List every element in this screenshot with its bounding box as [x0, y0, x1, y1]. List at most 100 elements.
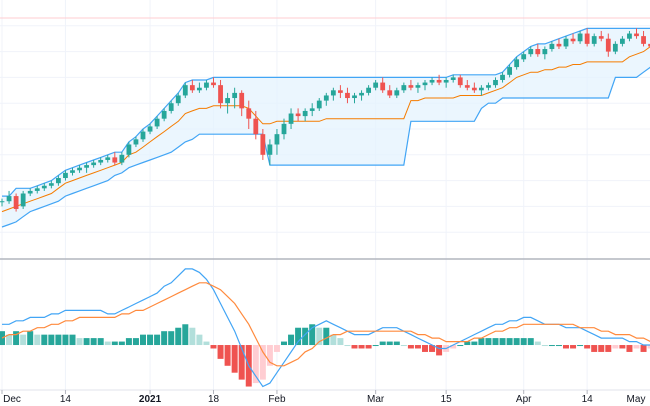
- x-tick-label: Apr: [516, 394, 532, 405]
- candle-body: [514, 59, 520, 68]
- histogram-bar: [224, 345, 231, 366]
- candle-body: [119, 154, 125, 163]
- x-tick-label: Feb: [268, 394, 286, 405]
- candle-body: [443, 79, 449, 83]
- histogram-bar: [104, 341, 111, 346]
- candle-body: [323, 95, 329, 101]
- histogram-bar: [513, 338, 520, 346]
- histogram-bar: [344, 345, 351, 347]
- candle-body: [182, 85, 188, 96]
- candle-body: [302, 110, 308, 117]
- candle-body: [591, 36, 597, 44]
- histogram-bar: [570, 345, 577, 349]
- candle-body: [91, 162, 97, 166]
- candle-body: [70, 170, 75, 173]
- candle-body: [634, 33, 639, 37]
- histogram-bar: [140, 334, 146, 346]
- candle-body: [345, 92, 350, 99]
- histogram-bar: [161, 331, 168, 346]
- candle-body: [542, 49, 548, 55]
- histogram-bar: [34, 334, 41, 346]
- candle-body: [98, 159, 104, 163]
- histogram-bar: [266, 345, 273, 366]
- x-tick-label: 2021: [139, 394, 162, 405]
- candle-body: [535, 49, 541, 55]
- histogram-bar: [598, 345, 605, 352]
- histogram-bar: [302, 327, 309, 346]
- candle-body: [281, 123, 287, 135]
- x-tick-label: 15: [441, 394, 453, 405]
- candle-body: [168, 103, 174, 111]
- histogram-bar: [118, 341, 125, 346]
- histogram-bar: [273, 345, 280, 352]
- candle-body: [34, 188, 40, 191]
- candle-body: [267, 144, 273, 155]
- histogram-bar: [69, 334, 76, 346]
- histogram-bar: [647, 345, 650, 349]
- histogram-bar: [605, 345, 612, 352]
- channel-upper-line: [2, 27, 650, 197]
- candle-body: [422, 82, 428, 86]
- candle-body: [380, 82, 386, 91]
- histogram-bar: [478, 338, 485, 346]
- candle-body: [471, 87, 477, 91]
- candle-body: [570, 38, 576, 42]
- candle-body: [507, 67, 512, 75]
- candle-body: [436, 79, 442, 83]
- candle-body: [147, 126, 153, 132]
- histogram-bar: [541, 345, 548, 347]
- candle-body: [577, 33, 583, 42]
- histogram-bar: [436, 345, 443, 356]
- candle-body: [563, 38, 569, 47]
- histogram-bar: [365, 345, 372, 349]
- histogram-bar: [125, 338, 132, 346]
- histogram-bar: [147, 334, 154, 346]
- histogram-bar: [612, 345, 619, 349]
- candle-body: [401, 85, 407, 91]
- histogram-bar: [379, 341, 386, 346]
- candles: [0, 28, 650, 212]
- candle-body: [612, 43, 618, 52]
- histogram-bar: [591, 345, 598, 352]
- histogram-bar: [55, 334, 62, 346]
- histogram-bar: [414, 345, 421, 349]
- histogram-bar: [386, 341, 393, 346]
- candle-body: [84, 165, 89, 168]
- histogram-bar: [626, 345, 633, 352]
- histogram-bar: [485, 338, 492, 346]
- candle-body: [175, 95, 181, 104]
- histogram-bar: [27, 331, 34, 346]
- histogram-bar: [76, 338, 83, 346]
- candle-body: [154, 118, 160, 127]
- histogram-bar: [132, 338, 139, 346]
- histogram-bar: [203, 341, 210, 346]
- candle-body: [521, 54, 527, 60]
- histogram-bar: [563, 345, 569, 349]
- candle-body: [274, 134, 280, 145]
- candle-body: [415, 85, 421, 88]
- candle-body: [197, 87, 202, 91]
- histogram-bar: [548, 345, 555, 347]
- histogram-bar: [316, 327, 323, 346]
- candle-body: [528, 49, 534, 55]
- candle-body: [246, 108, 252, 119]
- histogram-bar: [231, 345, 238, 373]
- time-axis[interactable]: Dec 14 2021 18 Feb Mar 15 Apr 14 May: [1, 390, 650, 405]
- histogram-bar: [90, 338, 97, 346]
- macd-histogram: [0, 324, 650, 387]
- channel-fill: [2, 28, 650, 227]
- histogram-bar: [168, 331, 175, 346]
- candle-body: [105, 157, 111, 160]
- histogram-bar: [337, 338, 344, 346]
- histogram-bar: [210, 345, 217, 349]
- histogram-bar: [351, 345, 358, 349]
- histogram-bar: [62, 334, 69, 346]
- histogram-bar: [13, 331, 20, 346]
- candle-body: [161, 110, 167, 119]
- candle-body: [408, 85, 414, 88]
- histogram-bar: [393, 341, 400, 346]
- candle-body: [41, 185, 47, 189]
- histogram-bar: [520, 338, 527, 346]
- candle-body: [352, 95, 357, 99]
- candle-body: [56, 178, 61, 184]
